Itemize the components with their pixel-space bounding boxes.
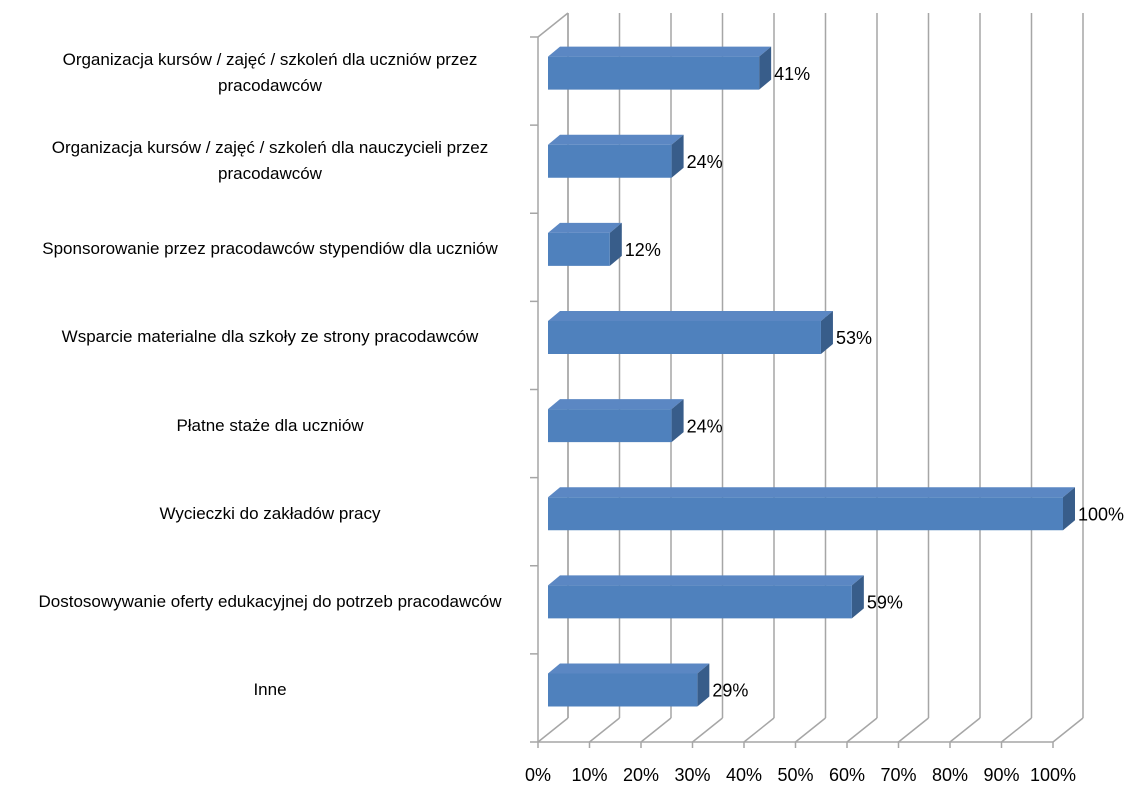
x-tick-label: 0% <box>525 765 551 785</box>
bar-face <box>851 575 864 619</box>
bar-face <box>548 144 672 178</box>
category-label: Organizacja kursów / zajęć / szkoleń dla… <box>51 138 489 184</box>
value-label: 59% <box>867 593 903 613</box>
bar-face <box>548 585 852 619</box>
bar <box>548 399 684 443</box>
bar-face <box>671 134 684 178</box>
value-label: 41% <box>774 64 810 84</box>
bar <box>548 310 833 354</box>
bar-face <box>548 56 760 90</box>
bar-face <box>1063 487 1075 531</box>
value-label: 12% <box>625 240 661 260</box>
floor-line <box>795 717 826 743</box>
bar-face <box>548 232 610 266</box>
bar-face <box>671 399 684 443</box>
value-label: 24% <box>687 152 723 172</box>
floor-line <box>692 717 723 743</box>
bar-face <box>548 134 684 145</box>
bar <box>548 134 684 178</box>
x-tick-label: 70% <box>880 765 916 785</box>
bar-face <box>759 46 772 90</box>
floor-line <box>949 717 981 743</box>
floor-line <box>1052 717 1084 743</box>
floor-line <box>537 717 569 743</box>
bar <box>548 575 864 619</box>
bar-face <box>548 310 833 321</box>
bar-face <box>609 222 622 266</box>
x-tick-label: 10% <box>571 765 607 785</box>
value-label: 24% <box>687 416 723 436</box>
bar-face <box>548 663 710 674</box>
category-label: Płatne staże dla uczniów <box>176 415 364 435</box>
bar <box>548 487 1075 531</box>
bar <box>548 663 710 707</box>
floor-line <box>898 717 929 743</box>
x-tick-label: 30% <box>674 765 710 785</box>
category-label: Inne <box>253 679 287 699</box>
value-label: 100% <box>1078 504 1124 524</box>
bar-face <box>548 497 1063 531</box>
category-label: Dostosowywanie oferty edukacyjnej do pot… <box>38 591 502 611</box>
floor-line <box>743 717 775 743</box>
x-tick-label: 80% <box>932 765 968 785</box>
bar-face <box>548 399 684 410</box>
floor-line <box>846 717 878 743</box>
floor-line <box>589 717 620 743</box>
category-label: Wsparcie materialne dla szkoły ze strony… <box>61 327 479 347</box>
x-tick-label: 90% <box>983 765 1019 785</box>
x-tick-label: 60% <box>829 765 865 785</box>
value-label: 29% <box>712 681 748 701</box>
category-label: Wycieczki do zakładów pracy <box>159 503 381 523</box>
x-tick-label: 100% <box>1030 765 1076 785</box>
bar <box>548 222 622 266</box>
floor-line <box>640 717 672 743</box>
value-label: 53% <box>836 328 872 348</box>
axis-line <box>537 12 569 38</box>
x-tick-label: 40% <box>726 765 762 785</box>
bar-face <box>820 310 833 354</box>
bar-face <box>548 409 672 443</box>
x-tick-label: 20% <box>623 765 659 785</box>
bar-face <box>548 487 1075 498</box>
bar-face <box>548 320 821 354</box>
bar <box>548 46 772 90</box>
bar-face <box>548 673 698 707</box>
floor-line <box>1001 717 1032 743</box>
category-label: Organizacja kursów / zajęć / szkoleń dla… <box>62 50 478 95</box>
bar-face <box>548 575 864 586</box>
category-label: Sponsorowanie przez pracodawców stypendi… <box>42 239 498 259</box>
bar-face <box>548 46 772 57</box>
bar-face <box>548 222 622 233</box>
bar-face <box>697 663 710 707</box>
x-tick-label: 50% <box>777 765 813 785</box>
